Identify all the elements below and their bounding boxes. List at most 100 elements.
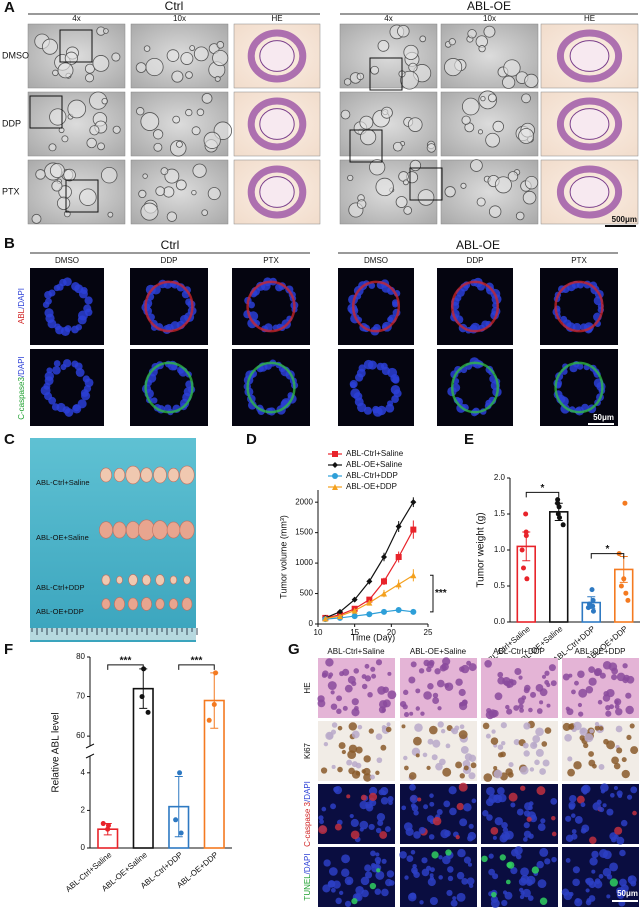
cell [385, 878, 393, 887]
tumor [101, 598, 111, 610]
group-label: ABL-OE [456, 238, 500, 252]
cell [459, 724, 465, 730]
cell [523, 750, 530, 757]
cell [535, 727, 544, 737]
organoid [92, 55, 110, 72]
cell [325, 658, 334, 667]
cell [501, 899, 508, 907]
cell [532, 742, 537, 748]
cell [588, 895, 596, 902]
cell [625, 705, 634, 715]
cell [493, 766, 498, 771]
x-tick-label: 10 [314, 628, 323, 637]
marker [351, 607, 358, 614]
cell [330, 703, 338, 710]
y-tick-label: 2.0 [494, 473, 506, 482]
row-label: Ki67 [303, 742, 312, 759]
cell [444, 682, 454, 692]
cell [413, 871, 420, 878]
organoid [417, 189, 435, 206]
organoid [85, 73, 95, 83]
ruler [30, 628, 196, 640]
organoid [247, 165, 307, 219]
organoid [503, 59, 521, 77]
tumor [99, 521, 113, 539]
cell [591, 850, 599, 859]
nucleus [367, 360, 377, 370]
cell [443, 800, 451, 808]
cell [353, 668, 360, 674]
cell [427, 738, 434, 745]
cell [415, 706, 420, 711]
nucleus [46, 367, 53, 374]
organoid [143, 45, 151, 52]
cell [551, 815, 556, 821]
cell [599, 672, 606, 679]
cell [488, 868, 495, 876]
cell [497, 744, 504, 750]
cell [541, 741, 548, 747]
nucleus [44, 308, 54, 318]
cell [380, 796, 389, 805]
nucleus [368, 282, 376, 289]
group-label: Ctrl [165, 0, 184, 13]
row-label: ABL/DAPI [17, 288, 26, 324]
nucleus [358, 364, 366, 372]
cell [413, 831, 421, 839]
cell [386, 722, 391, 727]
cell [323, 859, 331, 867]
cell [336, 708, 342, 715]
cell [519, 707, 524, 713]
organoid [207, 187, 221, 201]
data-point [178, 830, 184, 836]
cell [532, 735, 541, 743]
cell [611, 756, 619, 765]
cell [544, 858, 551, 865]
organoid [370, 65, 380, 75]
cell [435, 762, 443, 771]
organoid [135, 62, 147, 73]
cell [483, 773, 493, 782]
bracket [590, 553, 625, 559]
organoid [140, 112, 160, 131]
scale-bar-label: 50μm [617, 889, 638, 898]
cell [502, 827, 509, 833]
organoid [203, 131, 221, 149]
row-label: C-caspase3/DAPI [17, 356, 26, 420]
significance: *** [120, 656, 132, 667]
organoid [201, 92, 213, 104]
cell [347, 675, 356, 684]
row-label-part: /DAPI [17, 288, 26, 309]
cell [536, 786, 546, 796]
cell [630, 880, 637, 887]
cell [482, 810, 489, 817]
cell [434, 668, 441, 675]
cell [616, 790, 623, 797]
axis-break [85, 743, 95, 759]
cell [403, 689, 409, 696]
nucleus [75, 368, 85, 377]
organoid [524, 176, 539, 190]
cell [404, 875, 409, 880]
organoid [448, 38, 456, 46]
cell [371, 673, 377, 679]
cell [576, 795, 585, 804]
cell [429, 896, 438, 906]
cell [359, 820, 369, 830]
cell [510, 867, 518, 875]
column-label: PTX [571, 256, 587, 265]
cell [409, 892, 417, 900]
stain [246, 280, 296, 333]
nucleus [451, 383, 461, 392]
cell [522, 888, 531, 898]
tumor [141, 597, 152, 611]
y-tick-label: 70 [76, 692, 85, 701]
cell [361, 889, 369, 898]
cell [530, 691, 537, 698]
cell [622, 663, 628, 669]
legend-label: ABL-Ctrl+DDP [346, 471, 398, 480]
cell [403, 822, 413, 831]
cell [359, 800, 368, 810]
cell [567, 768, 575, 777]
marker [366, 611, 373, 618]
